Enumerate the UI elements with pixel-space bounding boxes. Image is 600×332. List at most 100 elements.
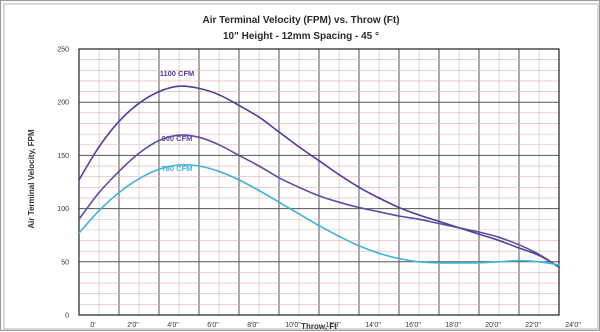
data-point xyxy=(338,235,340,238)
data-point xyxy=(358,244,360,247)
x-tick-label: 2'0" xyxy=(127,322,139,329)
data-point xyxy=(218,93,220,96)
data-point xyxy=(458,226,460,229)
x-tick-label: 12'0" xyxy=(325,322,341,329)
data-point xyxy=(258,189,260,192)
data-point xyxy=(258,165,260,167)
data-point xyxy=(198,165,200,167)
chart-title: Air Terminal Velocity (FPM) vs. Throw (F… xyxy=(202,15,399,26)
series-labels: 1100 CFM 900 CFM 780 CFM xyxy=(160,69,195,173)
data-point xyxy=(138,102,140,105)
data-point xyxy=(98,191,100,194)
data-point xyxy=(298,213,300,215)
x-tick-labels: 0' 2'0" 4'0" 6'0" 8'0" 10'0" 12'0" 14'0" 16'0" 18… xyxy=(90,322,581,329)
data-point xyxy=(178,134,180,137)
data-point xyxy=(298,145,300,148)
data-point xyxy=(118,120,120,123)
x-tick-label: 10'0" xyxy=(285,322,301,329)
data-point xyxy=(138,177,140,180)
series-label: 900 CFM xyxy=(162,134,193,143)
x-tick-label: 16'0" xyxy=(405,322,421,329)
data-point xyxy=(138,152,140,155)
x-tick-label: 14'0" xyxy=(365,322,381,329)
y-tick-label: 250 xyxy=(57,47,69,54)
data-point xyxy=(378,210,380,213)
data-point xyxy=(438,222,440,225)
data-point xyxy=(218,170,220,173)
series-label: 780 CFM xyxy=(162,164,193,173)
data-point xyxy=(338,173,340,176)
data-point xyxy=(358,186,360,189)
y-tick-label: 150 xyxy=(57,153,69,160)
data-point xyxy=(178,85,180,88)
data-point xyxy=(398,206,400,209)
data-point xyxy=(98,145,100,148)
data-point xyxy=(458,261,460,264)
data-point xyxy=(98,209,100,212)
chart-background xyxy=(3,3,599,330)
data-point xyxy=(278,201,280,204)
y-tick-label: 50 xyxy=(61,259,69,266)
y-tick-label: 100 xyxy=(57,206,69,213)
data-point xyxy=(158,90,160,93)
data-point xyxy=(558,266,560,269)
data-point xyxy=(78,178,80,181)
data-point xyxy=(278,176,280,179)
data-point xyxy=(158,139,160,142)
data-point xyxy=(118,191,120,194)
x-tick-label: 22'0" xyxy=(525,322,541,329)
x-tick-label: 24'0" xyxy=(565,322,581,329)
y-tick-label: 200 xyxy=(57,100,69,107)
data-point xyxy=(498,236,500,239)
data-point xyxy=(418,218,420,221)
data-point xyxy=(478,231,480,233)
x-tick-label: 18'0" xyxy=(445,322,461,329)
data-point xyxy=(278,131,280,133)
data-point xyxy=(238,154,240,157)
data-point xyxy=(478,233,480,236)
data-point xyxy=(118,170,120,173)
data-point xyxy=(378,197,380,199)
chart-subtitle: 10" Height - 12mm Spacing - 45 ° xyxy=(223,31,379,42)
x-tick-label: 20'0" xyxy=(485,322,501,329)
data-point xyxy=(78,218,80,221)
x-tick-label: 0' xyxy=(90,322,95,329)
y-axis-label: Air Terminal Velocity, FPM xyxy=(27,129,36,229)
series-lines xyxy=(78,85,560,269)
x-tick-label: 4'0" xyxy=(167,322,179,329)
data-point xyxy=(378,252,380,255)
data-point xyxy=(318,224,320,227)
data-point xyxy=(258,116,260,118)
x-tick-label: 6'0" xyxy=(207,322,219,329)
data-point xyxy=(358,206,360,209)
data-point xyxy=(418,214,420,216)
data-point xyxy=(218,143,220,146)
data-point xyxy=(338,201,340,204)
data-point xyxy=(198,87,200,90)
y-tick-labels: 0 50 100 150 200 250 xyxy=(57,47,69,320)
data-point xyxy=(318,159,320,162)
data-point xyxy=(78,232,80,234)
data-point xyxy=(478,261,480,264)
data-point xyxy=(238,178,240,181)
data-point xyxy=(518,259,520,262)
data-point xyxy=(398,215,400,217)
data-point xyxy=(538,260,540,263)
data-point xyxy=(518,247,520,249)
data-point xyxy=(498,260,500,263)
data-point xyxy=(438,261,440,264)
data-point xyxy=(558,264,560,266)
data-point xyxy=(438,220,440,223)
data-point xyxy=(518,243,520,246)
data-point xyxy=(178,164,180,166)
x-axis-label: Throw, Ft xyxy=(301,322,337,331)
data-point xyxy=(398,257,400,260)
data-point xyxy=(298,186,300,189)
data-point xyxy=(238,104,240,107)
data-point xyxy=(498,239,500,242)
x-tick-label: 8'0" xyxy=(247,322,259,329)
y-tick-label: 0 xyxy=(65,313,69,320)
data-point xyxy=(538,253,540,256)
